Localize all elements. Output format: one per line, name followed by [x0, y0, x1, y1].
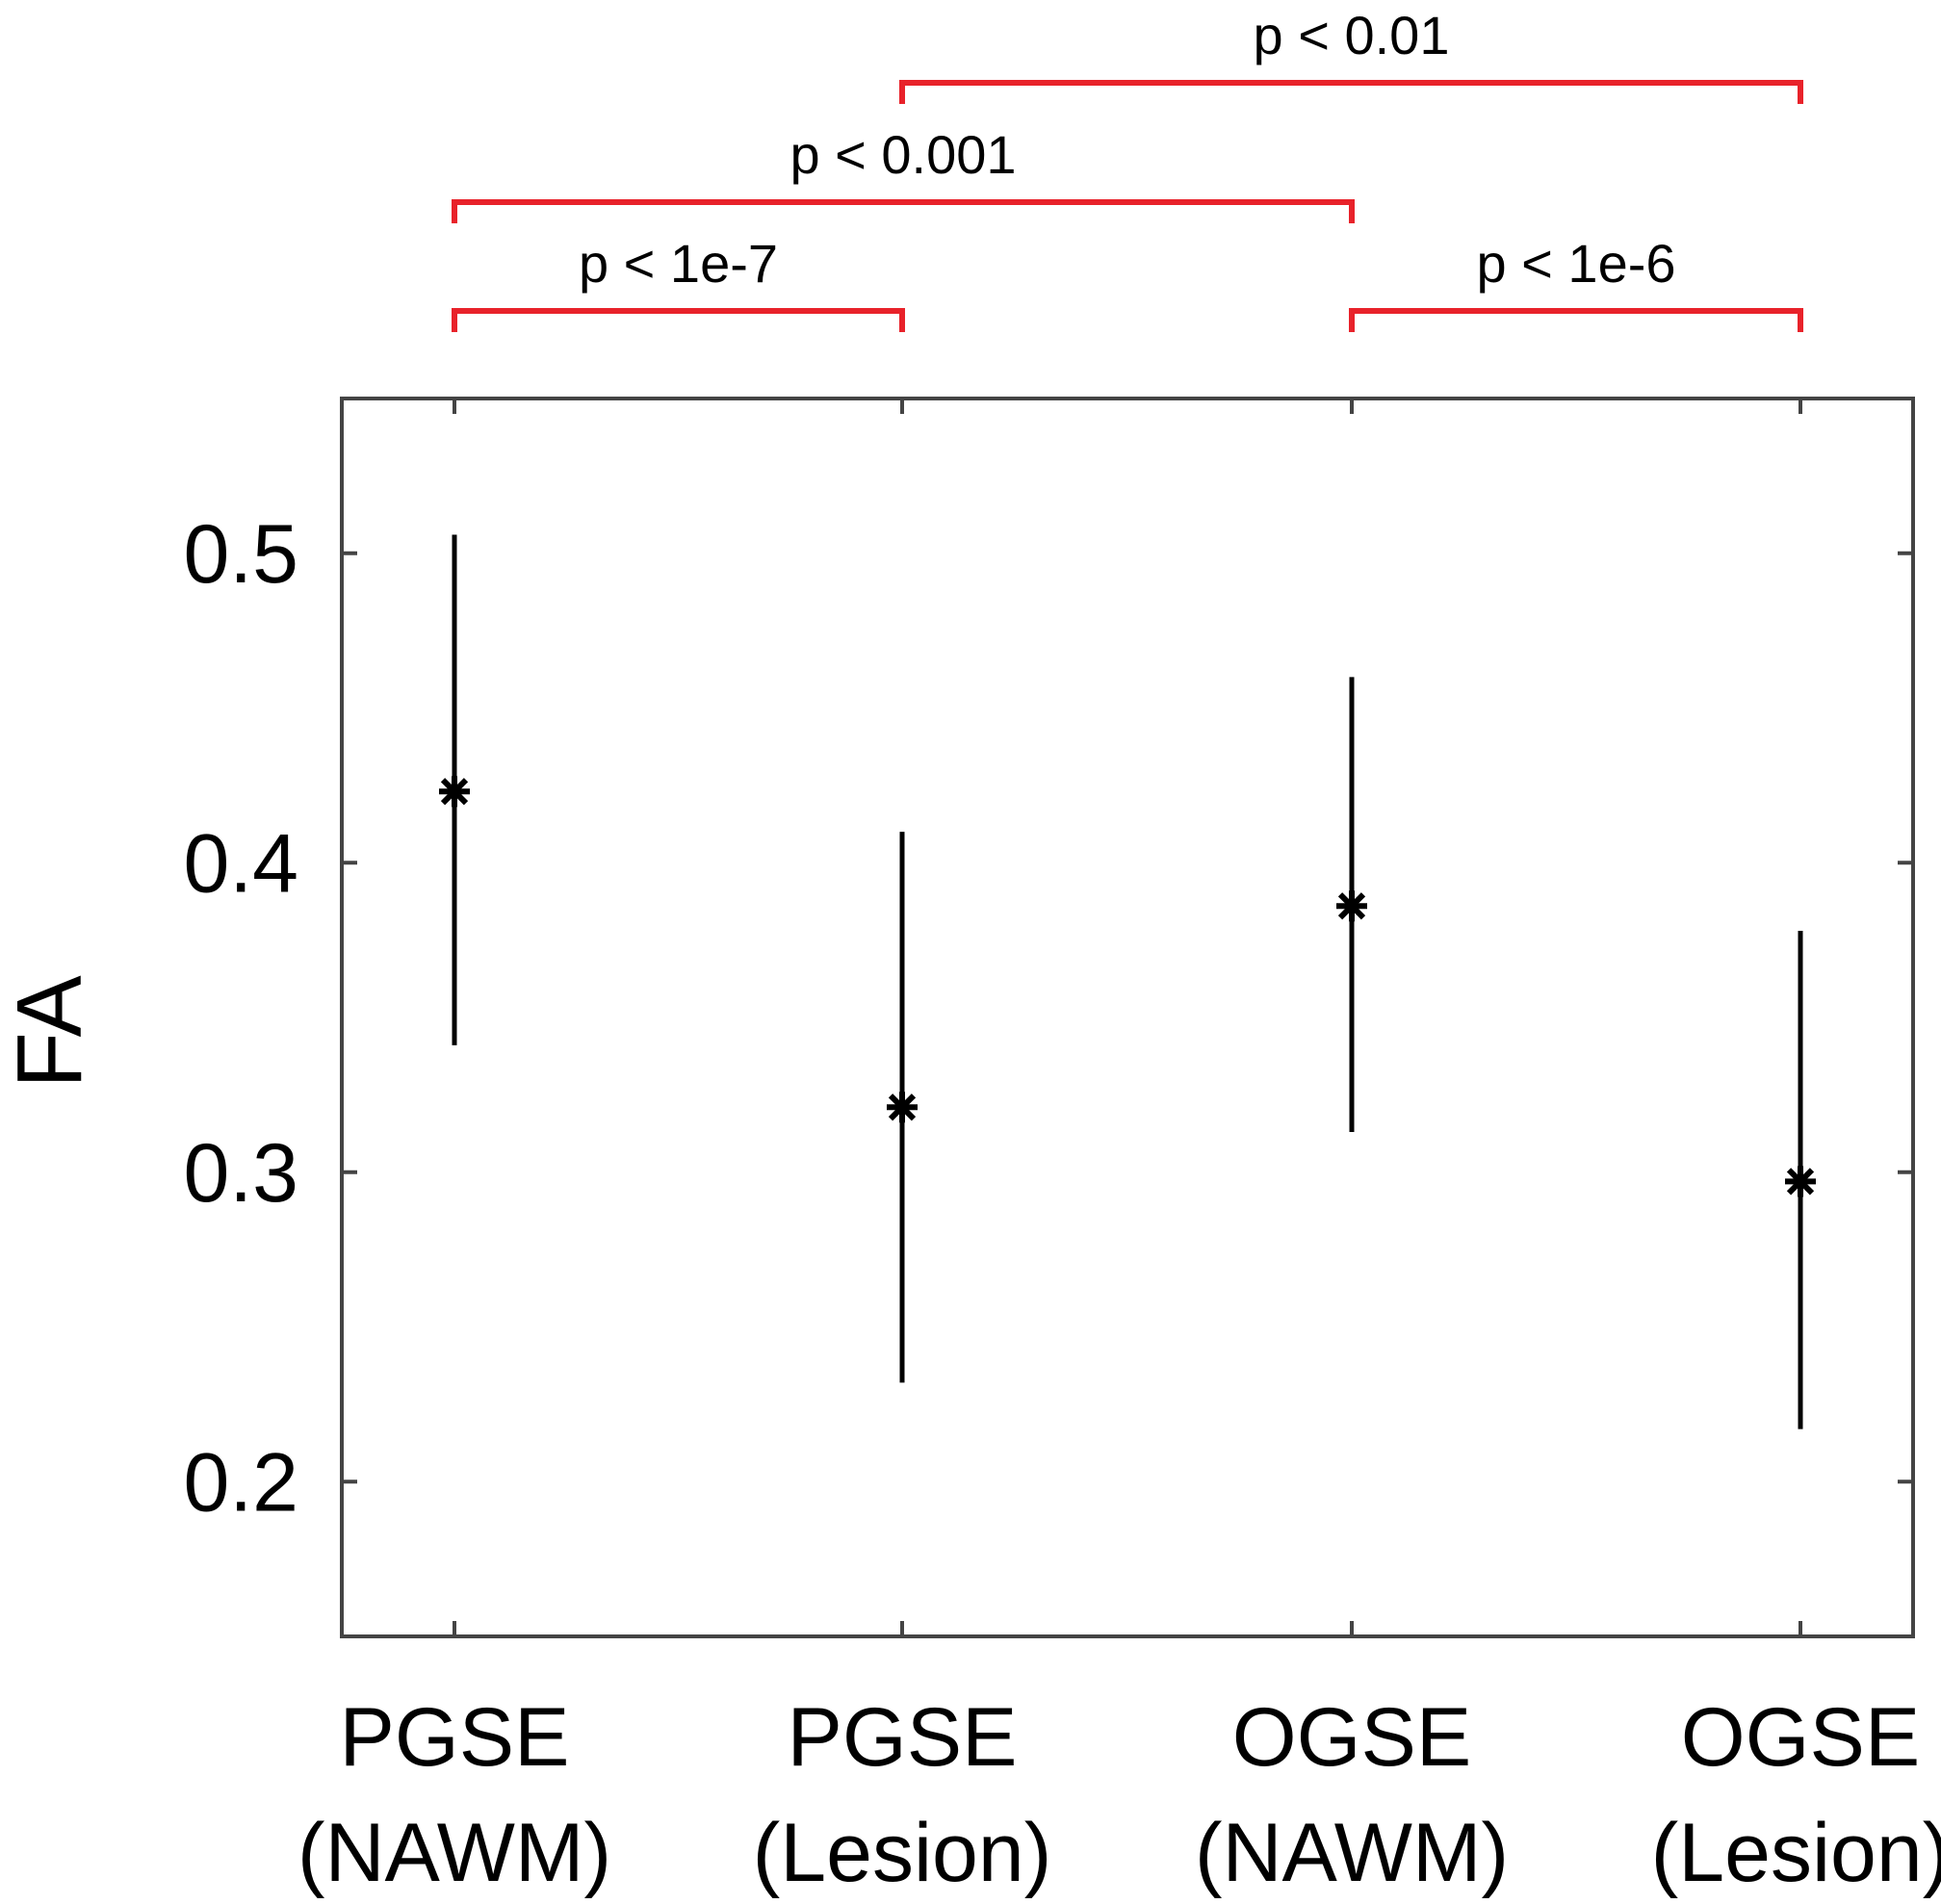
data-point-asterisk	[1785, 1166, 1816, 1197]
significance-label: p < 1e-6	[1476, 233, 1675, 294]
significance-brackets: p < 1e-7p < 0.001 p < 1e-6 p < 0.01	[452, 5, 1803, 332]
x-category-label-line2: (Lesion)	[1651, 1807, 1941, 1899]
x-axis: PGSE (NAWM) PGSE (Lesion) OGSE (NAWM) OGSE (Les…	[298, 399, 1941, 1899]
x-category-label-line1: OGSE	[1232, 1691, 1472, 1784]
significance-label: p < 1e-7	[579, 233, 778, 294]
data-point-asterisk	[439, 776, 470, 808]
y-axis-label: FA	[0, 975, 101, 1088]
y-tick-label: 0.2	[183, 1436, 298, 1529]
x-category-label-line1: PGSE	[340, 1691, 570, 1784]
plot-area: 0.2 0.3 0.4 0.5 PGSE (NAWM) PGSE (Lesion) OGSE (…	[183, 397, 1941, 1899]
significance-bracket	[452, 199, 1355, 223]
x-category-label-line1: PGSE	[788, 1691, 1018, 1784]
significance-label: p < 0.01	[1254, 5, 1450, 65]
y-tick-label: 0.3	[183, 1127, 298, 1220]
x-category-label-line2: (NAWM)	[1195, 1807, 1509, 1899]
y-tick-label: 0.5	[183, 508, 298, 601]
significance-bracket	[452, 308, 905, 332]
x-category-label-line2: (NAWM)	[298, 1807, 611, 1899]
data-point-asterisk	[887, 1092, 918, 1123]
axes-box	[340, 397, 1915, 1638]
series-fa	[439, 534, 1816, 1429]
y-axis: 0.2 0.3 0.4 0.5	[183, 508, 1913, 1529]
x-category-label-line2: (Lesion)	[753, 1807, 1052, 1899]
data-point-asterisk	[1336, 890, 1367, 922]
y-tick-label: 0.4	[183, 817, 298, 910]
significance-bracket	[899, 80, 1803, 104]
x-category-label-line1: OGSE	[1681, 1691, 1921, 1784]
significance-label: p < 0.001	[789, 124, 1016, 185]
significance-bracket	[1349, 308, 1803, 332]
